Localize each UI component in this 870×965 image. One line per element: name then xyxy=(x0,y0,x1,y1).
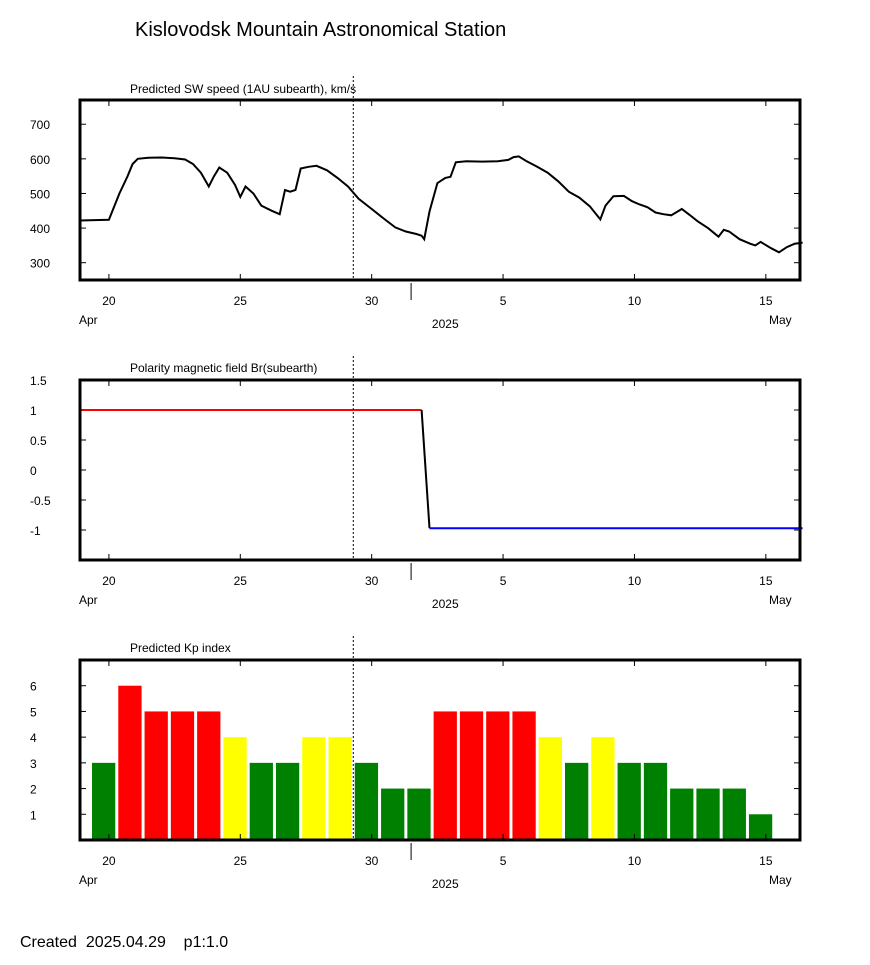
y-tick-label: 500 xyxy=(30,187,50,201)
chart-title-sw-speed: Predicted SW speed (1AU subearth), km/s xyxy=(130,82,356,96)
kp-bar xyxy=(92,762,116,840)
kp-bar xyxy=(275,762,300,840)
y-tick-label: 6 xyxy=(30,680,37,694)
kp-bar xyxy=(486,711,510,840)
x-tick-label: 10 xyxy=(628,574,642,588)
kp-bar xyxy=(197,711,221,840)
chart-title-polarity: Polarity magnetic field Br(subearth) xyxy=(130,361,317,375)
kp-bar xyxy=(433,711,457,840)
y-tick-label: 1.5 xyxy=(30,374,47,388)
x-tick-label: 25 xyxy=(234,294,248,308)
x-month-label-start: Apr xyxy=(79,313,98,327)
y-tick-label: 300 xyxy=(30,257,50,271)
plot-frame-kp xyxy=(78,658,802,842)
x-tick-label: 15 xyxy=(759,574,773,588)
x-tick-label: 20 xyxy=(102,294,116,308)
kp-bar xyxy=(748,814,773,840)
kp-bar xyxy=(407,788,431,840)
y-tick-label: 0 xyxy=(30,464,37,478)
x-tick-label: 25 xyxy=(234,574,248,588)
page-title: Kislovodsk Mountain Astronomical Station xyxy=(135,19,507,41)
kp-bar xyxy=(617,762,641,840)
kp-bar xyxy=(696,788,720,840)
kp-bar xyxy=(512,711,536,840)
x-tick-label: 20 xyxy=(102,854,116,868)
x-month-label-start: Apr xyxy=(79,873,98,887)
x-tick-label: 10 xyxy=(628,854,642,868)
x-tick-label: 15 xyxy=(759,294,773,308)
kp-bar xyxy=(643,762,668,840)
kp-bar xyxy=(459,711,484,840)
y-tick-label: 600 xyxy=(30,153,50,167)
y-tick-label: 1 xyxy=(30,404,37,418)
x-tick-label: 5 xyxy=(500,854,507,868)
kp-bar xyxy=(223,737,247,840)
y-tick-label: 0.5 xyxy=(30,434,47,448)
kp-bar xyxy=(722,788,746,840)
plot-frame-sw-speed xyxy=(78,98,802,282)
polarity-line-segment xyxy=(420,409,431,529)
x-tick-label: 5 xyxy=(500,294,507,308)
kp-bar xyxy=(249,762,273,840)
x-tick-label: 15 xyxy=(759,854,773,868)
x-tick-label: 30 xyxy=(365,574,379,588)
kp-bar xyxy=(118,685,142,840)
x-tick-label: 10 xyxy=(628,294,642,308)
kp-bar xyxy=(302,737,326,840)
x-tick-label: 5 xyxy=(500,574,507,588)
kp-bar xyxy=(565,762,589,840)
y-tick-label: 5 xyxy=(30,705,37,719)
x-month-label-start: Apr xyxy=(79,593,98,607)
kp-bar xyxy=(170,711,195,840)
x-month-label-end: May xyxy=(769,873,792,887)
kp-bar xyxy=(670,788,694,840)
x-tick-label: 30 xyxy=(365,854,379,868)
kp-bar xyxy=(591,737,615,840)
kp-bar xyxy=(328,737,352,840)
y-tick-label: -0.5 xyxy=(30,494,51,508)
x-tick-label: 20 xyxy=(102,574,116,588)
kp-bar xyxy=(354,762,379,840)
x-tick-label: 25 xyxy=(234,854,248,868)
x-month-label-end: May xyxy=(769,313,792,327)
created-footer: Created 2025.04.29 p1:1.0 xyxy=(20,934,229,951)
kp-bar xyxy=(381,788,405,840)
kp-bar xyxy=(538,737,563,840)
chart-title-kp: Predicted Kp index xyxy=(130,641,231,655)
plot-frame-polarity xyxy=(78,378,802,562)
y-tick-label: -1 xyxy=(30,524,41,538)
y-tick-label: 2 xyxy=(30,783,37,797)
y-tick-label: 4 xyxy=(30,731,37,745)
y-tick-label: 700 xyxy=(30,118,50,132)
sw-speed-line xyxy=(79,155,803,254)
x-tick-label: 30 xyxy=(365,294,379,308)
x-year-label: 2025 xyxy=(432,317,459,331)
y-tick-label: 400 xyxy=(30,222,50,236)
x-year-label: 2025 xyxy=(432,877,459,891)
x-month-label-end: May xyxy=(769,593,792,607)
x-year-label: 2025 xyxy=(432,597,459,611)
y-tick-label: 3 xyxy=(30,757,37,771)
y-tick-label: 1 xyxy=(30,808,37,822)
kp-bar xyxy=(144,711,168,840)
